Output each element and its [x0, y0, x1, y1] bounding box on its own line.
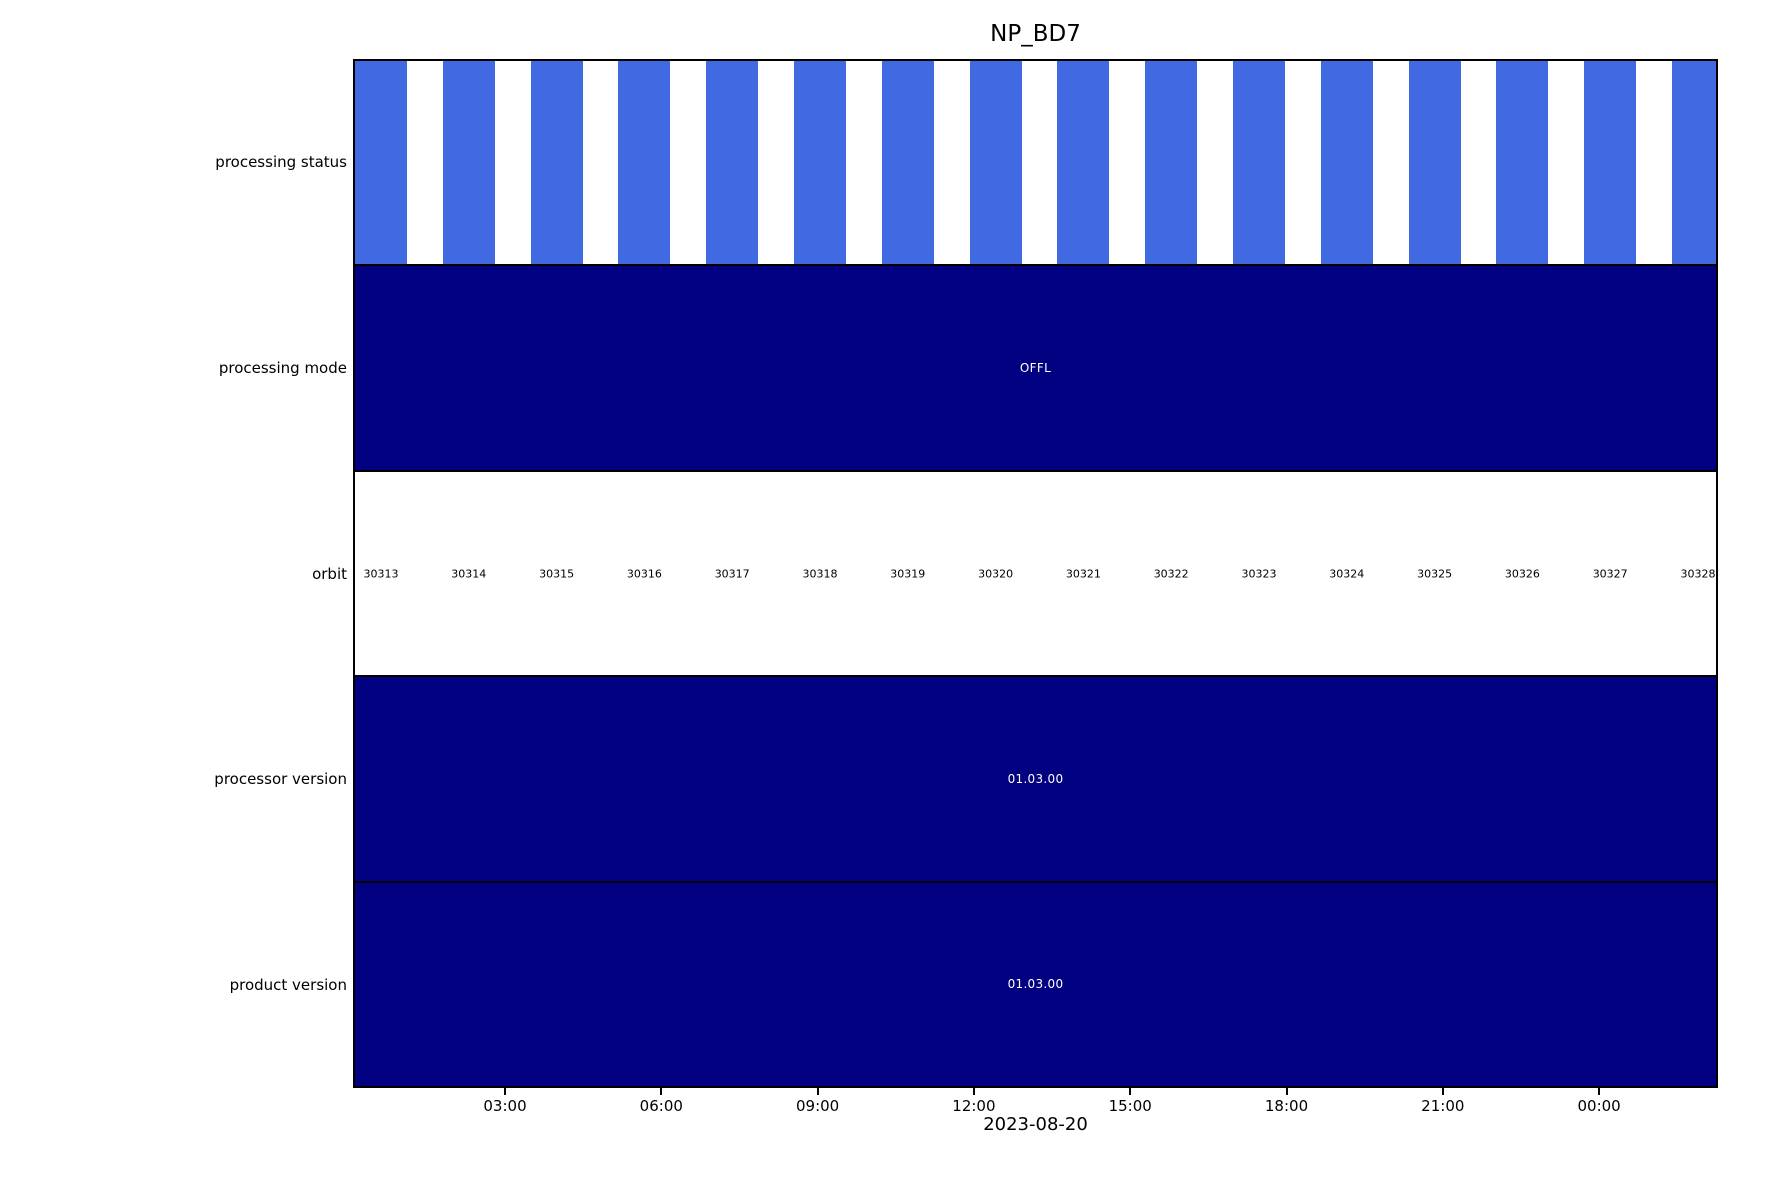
processing-mode-value: OFFL	[1019, 361, 1052, 376]
orbit-label: 30322	[1153, 567, 1189, 581]
row-orbit: 30313 30314 30315 30316 30317 30318 30319 30320…	[355, 469, 1716, 675]
status-bar	[1496, 61, 1549, 265]
x-tick-label: 12:00	[952, 1097, 996, 1115]
orbit-label: 30323	[1241, 567, 1277, 581]
orbit-label: 30327	[1592, 567, 1628, 581]
orbit-label: 30328	[1680, 567, 1716, 581]
y-tick-label: processor version	[214, 770, 347, 789]
status-bar	[1320, 61, 1373, 265]
status-bar	[1145, 61, 1198, 265]
status-bar	[530, 61, 583, 265]
x-tick-mark	[1598, 1088, 1601, 1095]
row-product-version: 01.03.00	[355, 880, 1716, 1086]
status-bar	[1672, 61, 1716, 265]
orbit-label: 30319	[890, 567, 926, 581]
status-bar	[969, 61, 1022, 265]
status-bar	[881, 61, 934, 265]
x-tick-mark	[1441, 1088, 1444, 1095]
chart-title: NP_BD7	[990, 21, 1081, 47]
status-bar	[1584, 61, 1637, 265]
row-processor-version: 01.03.00	[355, 675, 1716, 881]
y-tick-label: processing mode	[218, 358, 347, 377]
orbit-label: 30316	[626, 567, 662, 581]
x-tick-label: 00:00	[1577, 1097, 1621, 1115]
x-tick-mark	[1285, 1088, 1288, 1095]
orbit-label: 30325	[1417, 567, 1453, 581]
x-tick-mark	[504, 1088, 506, 1095]
y-tick-label: orbit	[312, 564, 347, 583]
y-tick-label: processing status	[215, 152, 347, 171]
row-processing-status	[355, 61, 1716, 265]
x-tick-label: 03:00	[483, 1097, 527, 1115]
x-tick-label: 09:00	[795, 1097, 840, 1115]
product-version-value: 01.03.00	[1007, 977, 1064, 992]
x-tick-label: 21:00	[1421, 1097, 1465, 1115]
status-bar	[794, 61, 846, 265]
x-tick-label: 18:00	[1264, 1097, 1309, 1115]
orbit-label: 30326	[1504, 567, 1540, 581]
status-bar	[1408, 61, 1461, 265]
processor-version-value: 01.03.00	[1007, 771, 1064, 786]
x-tick-label: 06:00	[639, 1097, 683, 1115]
status-bar	[1233, 61, 1285, 265]
x-tick-label: 15:00	[1108, 1097, 1152, 1115]
status-bar	[442, 61, 495, 265]
orbit-label: 30320	[978, 567, 1014, 581]
plot-area: OFFL 30313 30314 30315 30316 30317 30318 30319…	[353, 59, 1718, 1088]
orbit-label: 30317	[714, 567, 750, 581]
x-tick-mark	[816, 1088, 819, 1095]
status-bar	[1057, 61, 1110, 265]
row-processing-mode: OFFL	[355, 264, 1716, 470]
x-tick-mark	[1129, 1088, 1132, 1095]
y-tick-label: product version	[229, 976, 347, 995]
orbit-label: 30318	[802, 567, 838, 581]
x-tick-mark	[972, 1088, 975, 1095]
orbit-label: 30314	[451, 567, 487, 581]
x-axis-label: 2023-08-20	[983, 1114, 1088, 1135]
status-bar	[706, 61, 759, 265]
orbit-label: 30321	[1065, 567, 1101, 581]
orbit-label: 30315	[539, 567, 575, 581]
orbit-label: 30324	[1329, 567, 1365, 581]
status-bar	[618, 61, 671, 265]
x-tick-mark	[660, 1088, 663, 1095]
status-bar	[355, 61, 407, 265]
orbit-label: 30313	[363, 567, 399, 581]
